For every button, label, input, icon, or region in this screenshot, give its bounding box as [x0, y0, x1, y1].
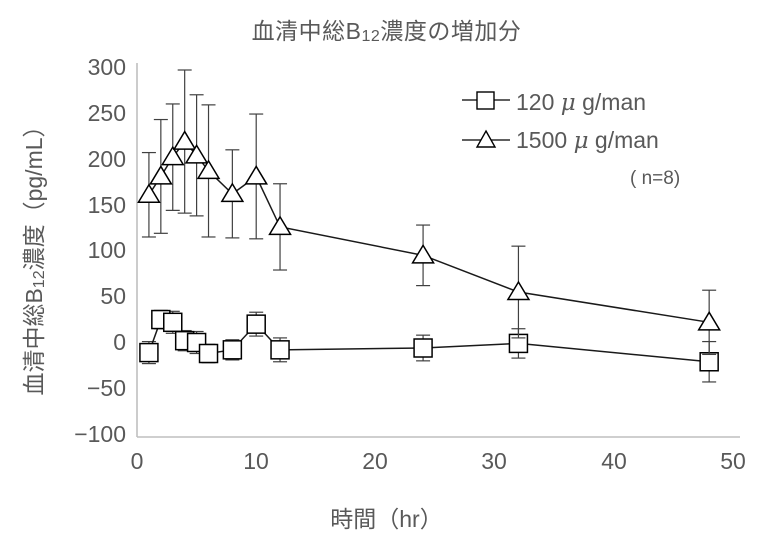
data-point-square — [413, 338, 433, 358]
y-tick-label: 100 — [87, 237, 126, 263]
x-tick-50: 50 — [720, 448, 746, 474]
data-point-square — [163, 312, 183, 333]
legend-label-1500: 1500 μ g/man — [516, 127, 659, 154]
legend-item-1500[interactable]: 1500 μ g/man — [462, 126, 659, 155]
x-tick-30: 30 — [481, 448, 507, 474]
chart-title-pre: 血清中総B — [251, 18, 362, 44]
legend-label-120: 120 μ g/man — [516, 89, 646, 116]
data-point-triangle — [220, 182, 245, 203]
y-tick-label: 300 — [87, 54, 126, 80]
data-point-triangle — [149, 164, 173, 185]
data-point-triangle — [697, 310, 721, 331]
series-high-dose — [137, 69, 721, 356]
x-tick-10: 10 — [243, 448, 269, 474]
chart-title: 血清中総B12濃度の増加分 — [0, 12, 773, 46]
data-point-square — [198, 343, 219, 364]
data-point-triangle — [184, 143, 209, 164]
x-tick-40: 40 — [601, 448, 627, 474]
legend-1500-value: 1500 — [516, 127, 574, 154]
data-point-triangle — [268, 215, 292, 236]
y-tick-label: 250 — [87, 100, 126, 126]
y-tick-label: −100 — [74, 421, 126, 447]
data-point-square — [222, 340, 243, 360]
y-tick-label: −50 — [86, 375, 126, 401]
legend-1500-unit: g/man — [588, 127, 659, 154]
x-axis-title: 時間（hr） — [330, 506, 443, 532]
data-point-triangle — [137, 183, 161, 204]
data-point-triangle — [160, 145, 185, 166]
series-layer — [137, 69, 721, 383]
data-point-triangle — [172, 130, 197, 150]
legend-120-unit: g/man — [575, 89, 647, 116]
data-point-triangle — [244, 164, 269, 185]
chart-title-subscript: 12 — [361, 28, 381, 45]
series-low-dose — [139, 309, 719, 383]
chart-title-post: 濃度の増加分 — [380, 18, 522, 44]
data-point-square — [270, 340, 290, 360]
legend-triangle-marker — [462, 127, 510, 155]
data-point-triangle — [411, 243, 435, 264]
legend-1500-mu: μ — [573, 128, 589, 155]
x-tick-0: 0 — [130, 448, 144, 474]
legend-sample-size-note: ( n=8) — [630, 168, 681, 189]
data-point-square — [139, 342, 159, 363]
data-point-triangle — [196, 159, 221, 180]
y-tick-label: 200 — [87, 146, 126, 172]
legend-item-120[interactable]: 120 μ g/man — [462, 88, 646, 117]
data-point-square — [699, 352, 719, 372]
legend-120-value: 120 — [516, 89, 561, 116]
x-tick-20: 20 — [362, 448, 388, 474]
data-point-square — [246, 314, 266, 334]
y-tick-label: 150 — [87, 192, 126, 218]
y-tick-label: 0 — [113, 329, 126, 355]
data-point-triangle — [506, 280, 531, 301]
legend-120-mu: μ — [560, 90, 576, 117]
y-tick-label: 50 — [100, 283, 126, 309]
legend-square-marker — [462, 89, 510, 117]
